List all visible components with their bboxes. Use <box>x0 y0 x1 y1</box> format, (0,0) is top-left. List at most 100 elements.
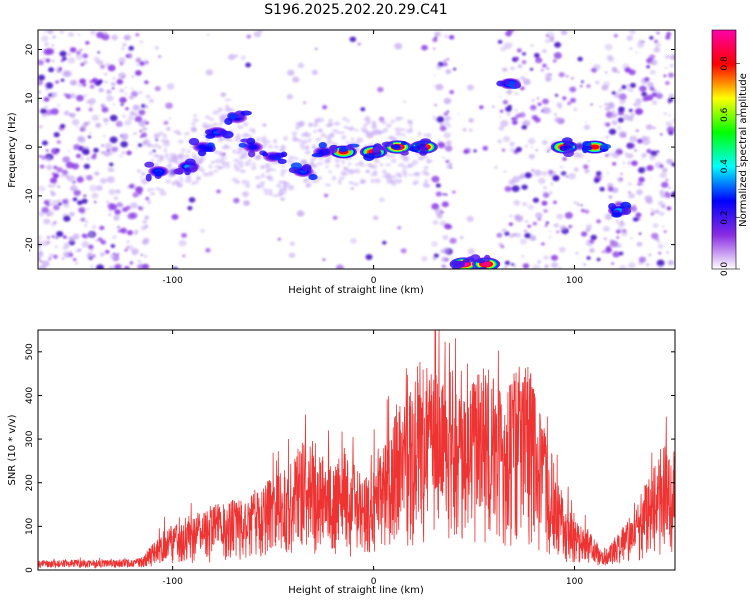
spectrogram-noise-speck <box>586 224 593 230</box>
spectrogram-noise-speck <box>508 179 516 186</box>
spectrogram-noise-speck <box>131 88 134 91</box>
spectrogram-noise-speck <box>511 120 518 125</box>
spectrogram-noise-speck <box>634 102 641 108</box>
spectrogram-noise-speck <box>438 142 446 149</box>
spectrogram-noise-speck <box>421 44 428 51</box>
spectrogram-noise-speck <box>607 101 614 107</box>
spectrogram-noise-speck <box>240 153 248 160</box>
spectrogram-noise-speck <box>339 131 345 135</box>
spectrogram-noise-speck <box>668 93 675 99</box>
spectrogram-noise-speck <box>217 107 224 113</box>
spectrogram-noise-speck <box>439 125 447 132</box>
spectrogram-noise-speck <box>543 186 547 189</box>
spectrogram-noise-speck <box>213 169 219 173</box>
spectrogram-noise-speck <box>60 123 66 129</box>
spectrogram-noise-speck <box>125 107 129 111</box>
spectrogram-noise-speck <box>554 41 562 48</box>
spectrogram-noise-speck <box>181 148 186 153</box>
spectrogram-noise-speck <box>155 143 159 148</box>
spectrogram-noise-speck <box>350 238 357 244</box>
spectrogram-noise-speck <box>654 209 660 214</box>
spectrogram-noise-speck <box>43 200 50 205</box>
spectrogram-noise-speck <box>522 263 530 269</box>
spectrogram-noise-speck <box>108 162 114 167</box>
x-tick-label: -100 <box>162 276 183 286</box>
spectrogram-noise-speck <box>595 80 600 85</box>
spectrogram-noise-speck <box>85 41 90 45</box>
spectrogram-noise-speck <box>51 172 56 176</box>
spectrogram-noise-speck <box>300 146 306 150</box>
spectrogram-noise-speck <box>106 200 110 204</box>
spectrogram-noise-speck <box>510 66 515 71</box>
spectrogram-noise-speck <box>394 127 401 132</box>
spectrogram-noise-speck <box>642 40 645 43</box>
spectrogram-noise-speck <box>541 170 548 177</box>
spectrogram-noise-speck <box>535 149 538 152</box>
spectrogram-noise-speck <box>590 103 593 106</box>
spectrogram-noise-speck <box>205 126 210 130</box>
spectrogram-noise-speck <box>149 98 154 103</box>
spectrogram-noise-speck <box>521 124 528 130</box>
spectrogram-noise-speck <box>240 55 246 60</box>
spectrogram-x-label: Height of straight line (km) <box>288 285 424 296</box>
spectrogram-noise-speck <box>542 98 549 105</box>
spectrogram-noise-speck <box>628 108 633 113</box>
spectrogram-noise-speck <box>629 30 636 35</box>
spectrogram-noise-speck <box>269 168 277 172</box>
spectrogram-noise-speck <box>557 266 563 269</box>
spectrogram-noise-speck <box>384 173 391 179</box>
spectrogram-noise-speck <box>84 224 88 227</box>
spectrogram-noise-speck <box>248 158 252 162</box>
spectrogram-noise-speck <box>632 204 636 208</box>
spectrogram-noise-speck <box>521 215 525 218</box>
spectrogram-noise-speck <box>398 116 404 121</box>
spectrogram-noise-speck <box>331 175 337 181</box>
spectrogram-noise-speck <box>144 224 149 229</box>
spectrogram-noise-speck <box>583 124 591 130</box>
spectrogram-noise-speck <box>628 69 636 76</box>
snr-series-line <box>38 330 675 569</box>
spectrogram-noise-speck <box>611 120 618 126</box>
spectrogram-noise-speck <box>589 248 595 253</box>
spectrogram-noise-speck <box>97 60 104 66</box>
spectrogram-noise-speck <box>145 196 150 201</box>
spectrogram-noise-speck <box>191 122 196 126</box>
spectrogram-noise-speck <box>601 84 609 91</box>
spectrogram-noise-speck <box>426 132 432 139</box>
spectrogram-noise-speck <box>48 253 54 258</box>
spectrogram-noise-speck <box>522 52 526 56</box>
spectrogram-noise-speck <box>655 153 660 157</box>
spectrogram-noise-speck <box>612 162 617 166</box>
spectrogram-noise-speck <box>296 210 305 217</box>
spectrogram-noise-speck <box>424 179 428 184</box>
snr-y-ticks: 0 100 200 300 400 500 <box>25 343 675 573</box>
spectrogram-y-label: Frequency (Hz) <box>7 112 18 188</box>
spectrogram-noise-speck <box>341 159 345 165</box>
spectrogram-noise-speck <box>627 160 633 166</box>
spectrogram-noise-speck <box>232 149 236 154</box>
spectrogram-noise-speck <box>365 115 370 121</box>
spectrogram-noise-speck <box>91 114 100 122</box>
y-tick-label: -10 <box>25 188 35 203</box>
spectrogram-noise-speck <box>162 133 168 139</box>
spectrogram-noise-speck <box>620 173 623 175</box>
spectrogram-noise-speck <box>530 44 534 47</box>
spectrogram-noise-speck <box>298 120 305 126</box>
spectrogram-noise-speck <box>304 132 312 138</box>
spectrogram-noise-speck <box>38 90 42 94</box>
spectrogram-noise-speck <box>126 240 130 243</box>
spectrogram-noise-speck <box>442 62 448 67</box>
spectrogram-noise-speck <box>122 114 126 118</box>
spectrogram-noise-speck <box>596 257 601 262</box>
spectrogram-noise-speck <box>641 91 648 97</box>
spectrogram-noise-speck <box>283 136 289 141</box>
spectrogram-noise-speck <box>93 153 97 157</box>
spectrogram-noise-speck <box>514 56 519 61</box>
spectrogram-noise-speck <box>55 236 58 239</box>
spectrogram-noise-speck <box>265 169 271 174</box>
spectrogram-noise-speck <box>622 161 626 165</box>
spectrogram-noise-speck <box>129 261 134 265</box>
spectrogram-noise-speck <box>56 185 61 189</box>
colorbar-gradient <box>711 29 737 270</box>
spectrogram-noise-speck <box>38 257 41 261</box>
